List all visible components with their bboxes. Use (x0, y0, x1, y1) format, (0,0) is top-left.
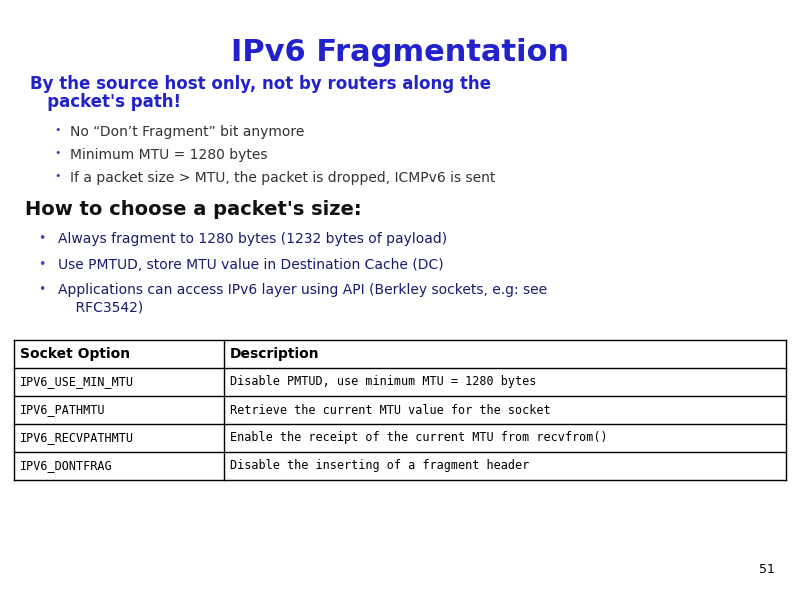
Text: No “Don’t Fragment” bit anymore: No “Don’t Fragment” bit anymore (70, 125, 304, 139)
Text: Retrieve the current MTU value for the socket: Retrieve the current MTU value for the s… (230, 403, 550, 416)
Text: If a packet size > MTU, the packet is dropped, ICMPv6 is sent: If a packet size > MTU, the packet is dr… (70, 171, 495, 185)
Text: Enable the receipt of the current MTU from recvfrom(): Enable the receipt of the current MTU fr… (230, 431, 608, 445)
Text: Disable PMTUD, use minimum MTU = 1280 bytes: Disable PMTUD, use minimum MTU = 1280 by… (230, 376, 536, 389)
Text: •: • (54, 125, 62, 135)
Text: Always fragment to 1280 bytes (1232 bytes of payload): Always fragment to 1280 bytes (1232 byte… (58, 232, 447, 246)
Text: •: • (38, 283, 46, 296)
Text: •: • (54, 171, 62, 181)
Text: IPV6_PATHMTU: IPV6_PATHMTU (20, 403, 106, 416)
Text: Disable the inserting of a fragment header: Disable the inserting of a fragment head… (230, 460, 530, 473)
Text: IPV6_RECVPATHMTU: IPV6_RECVPATHMTU (20, 431, 134, 445)
Text: IPv6 Fragmentation: IPv6 Fragmentation (231, 38, 569, 67)
Text: •: • (38, 258, 46, 271)
Text: IPV6_USE_MIN_MTU: IPV6_USE_MIN_MTU (20, 376, 134, 389)
Text: packet's path!: packet's path! (30, 93, 181, 111)
Text: IPV6_DONTFRAG: IPV6_DONTFRAG (20, 460, 113, 473)
Text: •: • (54, 148, 62, 158)
Text: Description: Description (230, 347, 320, 361)
Text: By the source host only, not by routers along the: By the source host only, not by routers … (30, 75, 491, 93)
Text: Minimum MTU = 1280 bytes: Minimum MTU = 1280 bytes (70, 148, 267, 162)
Text: 51: 51 (759, 563, 775, 576)
Text: Socket Option: Socket Option (20, 347, 130, 361)
Text: •: • (38, 232, 46, 245)
Text: How to choose a packet's size:: How to choose a packet's size: (25, 200, 362, 219)
Text: Applications can access IPv6 layer using API (Berkley sockets, e.g: see
    RFC3: Applications can access IPv6 layer using… (58, 283, 547, 314)
Text: Use PMTUD, store MTU value in Destination Cache (DC): Use PMTUD, store MTU value in Destinatio… (58, 258, 444, 272)
